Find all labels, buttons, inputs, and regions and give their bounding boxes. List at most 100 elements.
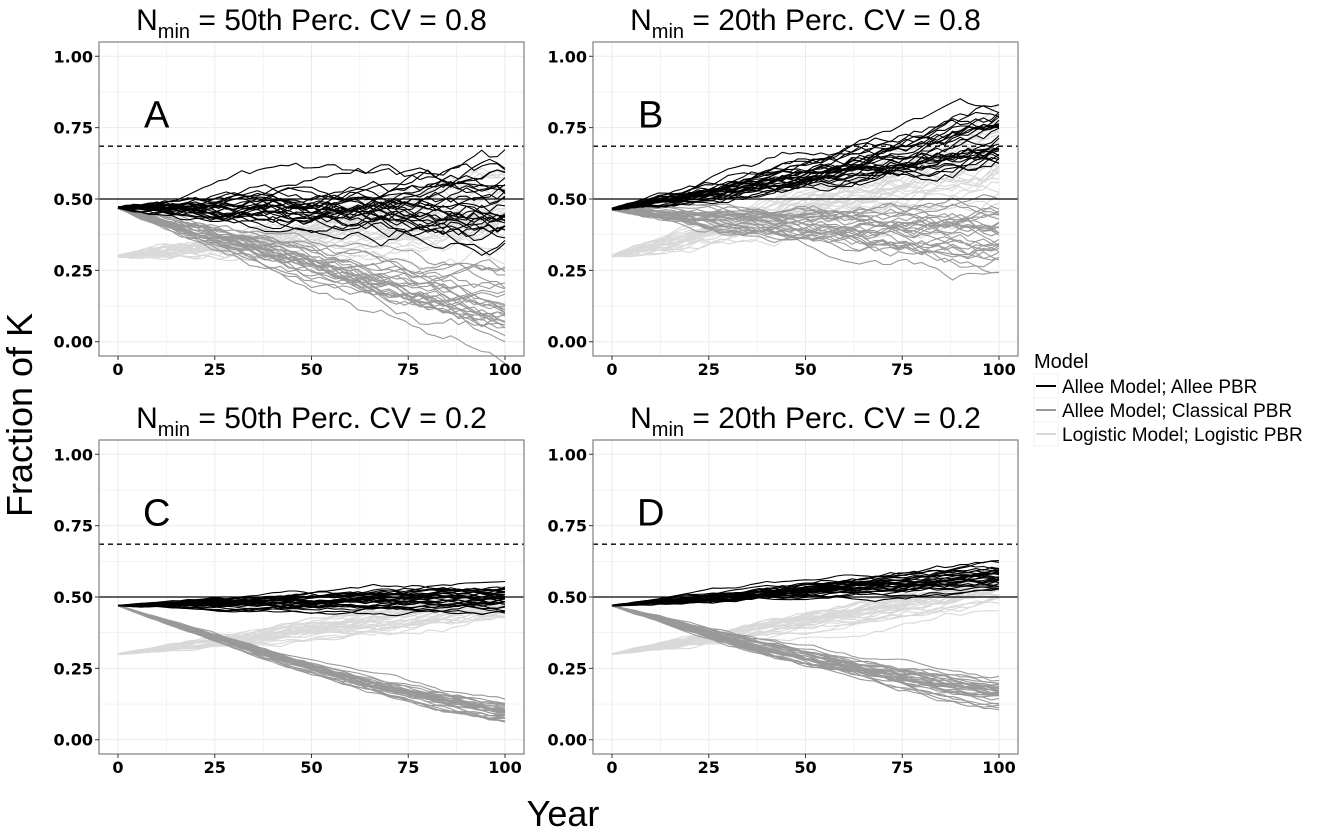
series-line — [611, 209, 1000, 257]
series-line — [611, 578, 1000, 606]
panel-d: 0.00 0.25 0.50 0.75 1.00 0 25 50 75 100 D Nmin = 20… — [548, 402, 1019, 777]
series-line — [117, 612, 506, 655]
series-line — [117, 169, 506, 212]
legend-label-allee-classical: Allee Model; Classical PBR — [1062, 401, 1292, 422]
series-line — [611, 149, 1000, 211]
y-tick-label: 0.50 — [548, 190, 587, 209]
legend: Model Allee Model; Allee PBR Allee Model… — [1033, 351, 1303, 447]
series-0 — [611, 560, 1000, 607]
x-tick-label: 0 — [112, 360, 123, 379]
panel-c: 0.00 0.25 0.50 0.75 1.00 0 25 50 75 100 C Nmin = 50… — [54, 402, 525, 777]
y-tick-label: 1.00 — [548, 445, 587, 464]
panel-title-text: = 50th Perc. CV = 0.2 — [190, 402, 487, 435]
series-line — [611, 610, 1000, 655]
series-line — [117, 188, 506, 213]
y-tick-label: 0.50 — [54, 588, 93, 607]
panel-title-text: = 50th Perc. CV = 0.8 — [190, 4, 487, 37]
panel-b: 0.00 0.25 0.50 0.75 1.00 0 25 50 75 100 B Nmin = 20… — [548, 4, 1019, 379]
legend-label-allee-allee: Allee Model; Allee PBR — [1062, 377, 1257, 398]
panel-title: Nmin = 20th Perc. CV = 0.8 — [630, 4, 981, 43]
legend-item-allee-allee: Allee Model; Allee PBR — [1033, 373, 1257, 399]
y-tick-label: 0.00 — [548, 731, 587, 750]
series-line — [611, 567, 1000, 655]
series-line — [611, 137, 1000, 209]
series-line — [611, 161, 1000, 258]
series-line — [117, 206, 506, 290]
x-tick-label: 100 — [488, 360, 521, 379]
y-tick-label: 0.00 — [54, 333, 93, 352]
series-line — [611, 203, 1000, 222]
panel-title-prefix: N — [630, 402, 652, 435]
series-line — [117, 225, 506, 257]
series-line — [611, 205, 1000, 247]
x-tick-label: 25 — [204, 360, 226, 379]
panel-title-subscript: min — [652, 419, 684, 441]
y-axis-title: Fraction of K — [0, 313, 40, 517]
series-line — [611, 605, 1000, 711]
series-line — [117, 207, 506, 324]
x-tick-label: 75 — [397, 360, 419, 379]
series-line — [117, 605, 506, 719]
series-line — [611, 604, 1000, 694]
series-1 — [117, 206, 506, 364]
y-tick-label: 0.25 — [54, 659, 93, 678]
series-line — [117, 598, 506, 608]
series-1 — [117, 604, 506, 723]
series-1 — [611, 604, 1000, 711]
series-line — [117, 194, 506, 260]
series-line — [611, 145, 1000, 258]
series-line — [117, 198, 506, 233]
series-line — [612, 575, 1000, 607]
series-line — [611, 117, 1000, 211]
series-line — [117, 608, 506, 655]
panel-a: 0.00 0.25 0.50 0.75 1.00 0 25 50 75 100 A Nmin = 50… — [54, 4, 525, 379]
series-line — [611, 604, 1000, 709]
series-line — [611, 605, 1000, 689]
series-line — [611, 583, 1000, 607]
series-line — [611, 202, 1000, 236]
panel-title-subscript: min — [158, 419, 190, 441]
series-2 — [117, 585, 506, 656]
panel-title-subscript: min — [652, 21, 684, 43]
series-line — [117, 605, 506, 716]
y-tick-label: 0.75 — [54, 119, 93, 138]
x-tick-label: 100 — [982, 758, 1015, 777]
x-tick-label: 25 — [698, 758, 720, 777]
x-tick-label: 50 — [300, 758, 322, 777]
series-line — [611, 605, 1000, 692]
y-tick-label: 0.25 — [54, 261, 93, 280]
x-tick-label: 50 — [300, 360, 322, 379]
x-tick-label: 25 — [698, 360, 720, 379]
series-line — [117, 207, 506, 308]
y-tick-label: 0.75 — [548, 517, 587, 536]
legend-item-allee-classical: Allee Model; Classical PBR — [1033, 397, 1292, 423]
y-tick-label: 0.75 — [548, 119, 587, 138]
series-1 — [611, 194, 1000, 281]
legend-title: Model — [1034, 351, 1088, 373]
series-line — [611, 194, 1000, 220]
y-tick-label: 1.00 — [54, 47, 93, 66]
panel-title-text: = 20th Perc. CV = 0.8 — [684, 4, 981, 37]
series-line — [611, 104, 1000, 210]
panel-title-text: = 20th Perc. CV = 0.2 — [684, 402, 981, 435]
panels: 0.00 0.25 0.50 0.75 1.00 0 25 50 75 100 A Nmin = 50… — [54, 4, 1019, 777]
series-line — [611, 208, 1000, 281]
series-line — [611, 565, 1000, 606]
series-line — [117, 603, 506, 655]
series-line — [117, 205, 506, 234]
legend-item-logistic: Logistic Model; Logistic PBR — [1033, 421, 1303, 447]
series-line — [117, 213, 506, 258]
x-tick-label: 75 — [397, 758, 419, 777]
series-line — [611, 149, 1000, 211]
panel-title: Nmin = 50th Perc. CV = 0.8 — [136, 4, 487, 43]
series-line — [611, 148, 1000, 209]
panel-letter: C — [143, 492, 170, 534]
x-tick-label: 100 — [982, 360, 1015, 379]
panel-title: Nmin = 20th Perc. CV = 0.2 — [630, 402, 981, 441]
x-tick-label: 0 — [112, 758, 123, 777]
series-line — [611, 208, 1000, 249]
panel-title: Nmin = 50th Perc. CV = 0.2 — [136, 402, 487, 441]
series-line — [117, 206, 506, 313]
x-tick-label: 50 — [794, 360, 816, 379]
x-tick-label: 25 — [204, 758, 226, 777]
